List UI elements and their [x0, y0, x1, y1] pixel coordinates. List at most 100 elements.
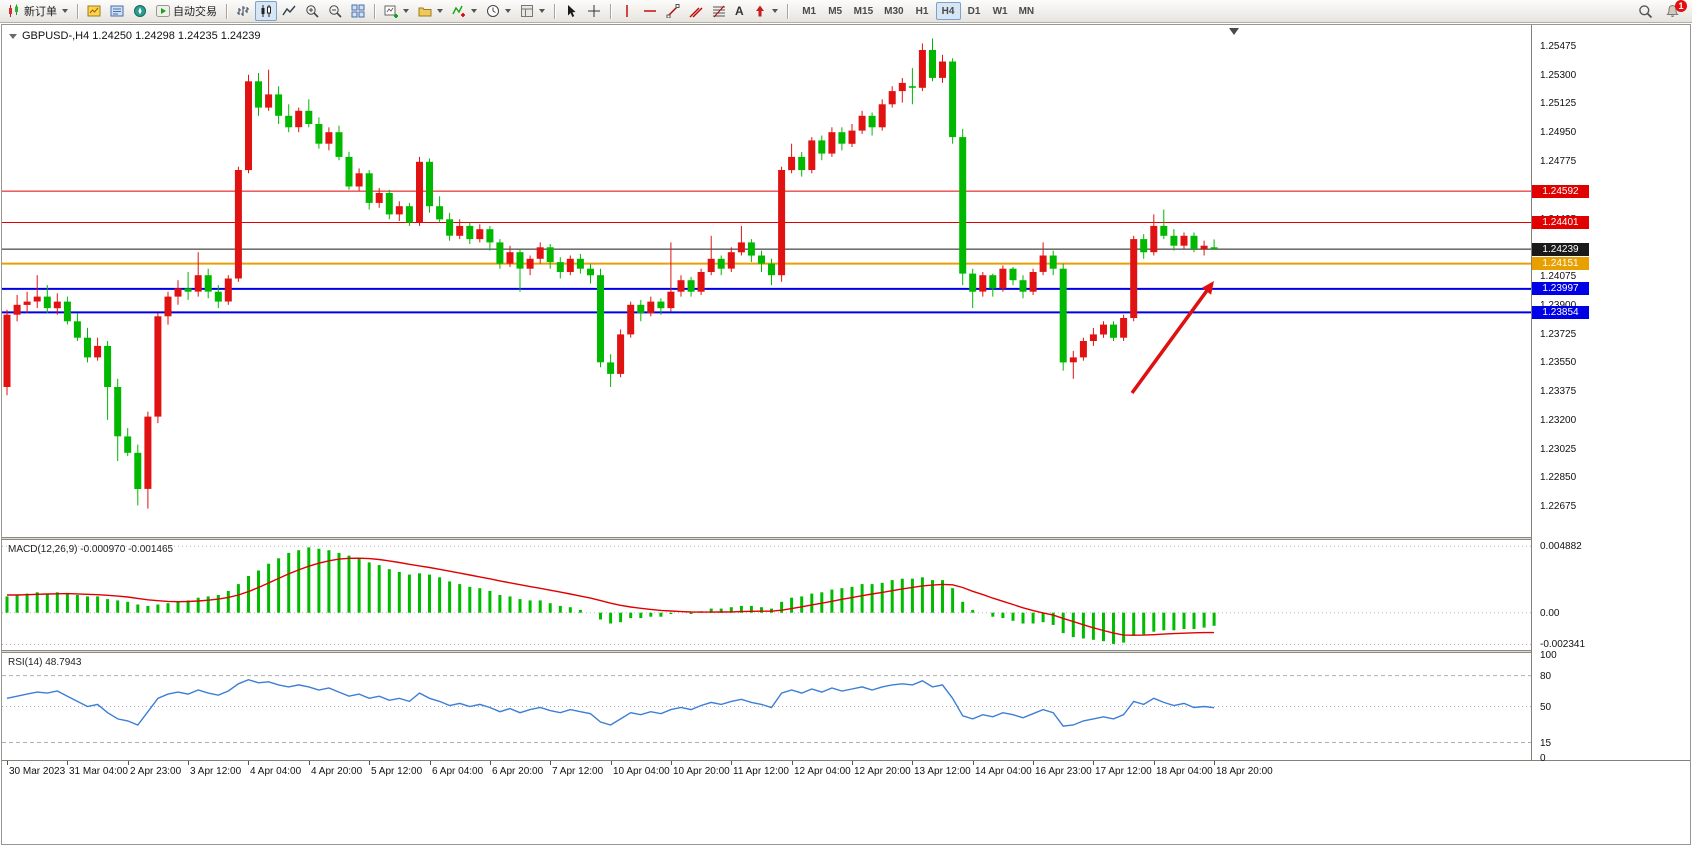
candle-body — [737, 242, 745, 253]
collapse-icon[interactable] — [9, 33, 17, 39]
chart-title-text: GBPUSD-,H4 1.24250 1.24298 1.24235 1.242… — [22, 30, 261, 42]
profiles-button[interactable] — [414, 1, 447, 21]
candle-body — [1180, 235, 1188, 246]
timeframe-m1-button[interactable]: M1 — [797, 2, 822, 20]
candle-body — [828, 132, 836, 154]
horizontal-line-button[interactable] — [639, 1, 661, 21]
candle-body — [758, 255, 765, 264]
arrows-button[interactable] — [749, 1, 782, 21]
trendline-button[interactable] — [662, 1, 684, 21]
price-chart-canvas[interactable] — [2, 25, 1531, 537]
zoom-in-button[interactable] — [301, 1, 323, 21]
timeframe-w1-button[interactable]: W1 — [988, 2, 1013, 20]
candle-body — [1100, 324, 1107, 335]
candle-body — [717, 258, 725, 269]
rsi-canvas[interactable] — [2, 653, 1531, 760]
candle-body — [989, 275, 997, 289]
new-order-button[interactable]: 新订单 — [3, 1, 72, 21]
price-axis-label: 1.22675 — [1540, 501, 1577, 512]
price-axis-label: 1.24075 — [1540, 271, 1577, 282]
candle-body — [466, 225, 474, 240]
price-axis-label: 1.24775 — [1540, 156, 1577, 167]
search-button[interactable] — [1634, 1, 1657, 21]
candle-body — [727, 252, 735, 269]
candle-body — [1210, 247, 1218, 250]
chevron-down-icon — [539, 9, 545, 13]
text-button[interactable]: A — [731, 1, 748, 21]
candle-body — [1029, 272, 1037, 292]
indicators-button[interactable] — [448, 1, 481, 21]
time-axis-label: 18 Apr 20:00 — [1216, 766, 1273, 777]
annotation-arrow[interactable] — [1130, 284, 1212, 395]
time-axis-label: 16 Apr 23:00 — [1035, 766, 1092, 777]
time-axis[interactable]: 30 Mar 2023 31 Mar 04:00 2 Apr 23:00 3 Apr … — [2, 760, 1690, 781]
candle-body — [556, 262, 564, 272]
timeframe-h4-button[interactable]: H4 — [935, 2, 961, 20]
price-axis-label: 1.23025 — [1540, 444, 1577, 455]
timeframe-mn-button[interactable]: MN — [1014, 2, 1040, 20]
candle-body — [627, 304, 635, 335]
line-chart-button[interactable] — [278, 1, 300, 21]
cursor-button[interactable] — [560, 1, 582, 21]
vertical-line-button[interactable] — [616, 1, 638, 21]
chart-shift-marker[interactable] — [1229, 28, 1239, 35]
toolbar-separator — [610, 3, 611, 19]
timeframe-m5-button[interactable]: M5 — [823, 2, 848, 20]
candle-body — [486, 229, 494, 243]
auto-trading-button[interactable]: 自动交易 — [152, 1, 221, 21]
navigator-button[interactable] — [129, 1, 151, 21]
candle-body — [546, 247, 554, 263]
chevron-down-icon — [403, 9, 409, 13]
price-axis[interactable]: 1.254751.253001.251251.249501.247751.246… — [1531, 25, 1690, 764]
chevron-down-icon — [505, 9, 511, 13]
fibonacci-icon — [712, 4, 726, 18]
panel-separator[interactable] — [2, 650, 1531, 653]
candle-body — [134, 452, 142, 489]
time-axis-label: 11 Apr 12:00 — [733, 766, 789, 777]
new-order-icon — [7, 4, 21, 18]
candle-body — [918, 50, 926, 88]
rsi-line — [6, 678, 1215, 727]
candle-body — [999, 268, 1007, 289]
channel-button[interactable] — [685, 1, 707, 21]
candle-body — [94, 345, 102, 358]
candle-body — [285, 115, 293, 128]
time-axis-label: 12 Apr 04:00 — [794, 766, 851, 777]
fibonacci-button[interactable] — [708, 1, 730, 21]
candle-body — [1059, 268, 1067, 363]
chevron-down-icon — [771, 9, 778, 13]
candle-body — [969, 273, 977, 292]
notifications-button[interactable]: 1 — [1661, 0, 1687, 21]
timeframe-d1-button[interactable]: D1 — [962, 2, 987, 20]
chart-window: GBPUSD-,H4 1.24250 1.24298 1.24235 1.242… — [1, 24, 1691, 845]
search-icon — [1638, 4, 1653, 19]
candle-body — [516, 252, 524, 269]
templates-button[interactable] — [516, 1, 549, 21]
market-watch-button[interactable] — [106, 1, 128, 21]
time-axis-tick — [67, 761, 68, 765]
candle-body — [808, 140, 816, 170]
panel-separator[interactable] — [2, 537, 1531, 540]
candle-body — [878, 104, 886, 128]
crosshair-button[interactable] — [583, 1, 605, 21]
candle-body — [838, 132, 846, 144]
clock-icon — [486, 4, 500, 18]
bar-chart-button[interactable] — [232, 1, 254, 21]
macd-canvas[interactable] — [2, 540, 1531, 650]
candle-body — [255, 81, 262, 108]
candle-body — [526, 258, 534, 269]
timeframe-h1-button[interactable]: H1 — [910, 2, 935, 20]
candlestick-chart-button[interactable] — [255, 1, 277, 21]
zoom-out-button[interactable] — [324, 1, 346, 21]
time-axis-tick — [611, 761, 612, 765]
timeframe-m15-button[interactable]: M15 — [849, 2, 878, 20]
timeframe-m30-button[interactable]: M30 — [879, 2, 908, 20]
timeframe-group: M1 M5 M15 M30 H1 H4 D1 W1 MN — [797, 2, 1039, 20]
charts-button[interactable] — [83, 1, 105, 21]
periods-button[interactable] — [482, 1, 515, 21]
candle-body — [305, 110, 313, 124]
time-axis-label: 4 Apr 20:00 — [311, 766, 363, 777]
new-chart-button[interactable] — [380, 1, 413, 21]
tile-windows-button[interactable] — [347, 1, 369, 21]
